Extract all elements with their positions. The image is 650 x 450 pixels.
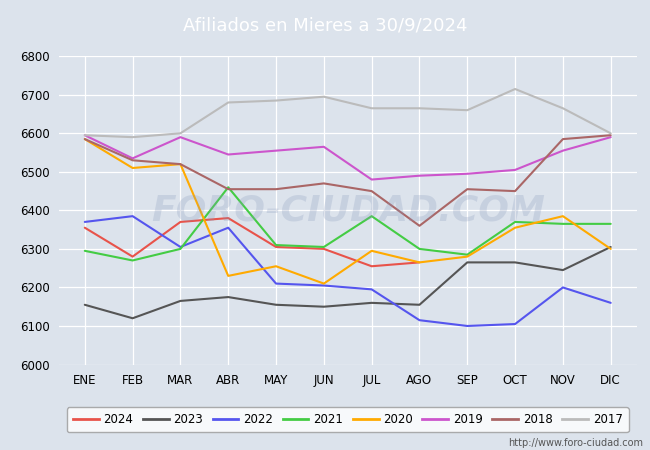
Text: Afiliados en Mieres a 30/9/2024: Afiliados en Mieres a 30/9/2024 [183,17,467,35]
Text: http://www.foro-ciudad.com: http://www.foro-ciudad.com [508,438,644,448]
Legend: 2024, 2023, 2022, 2021, 2020, 2019, 2018, 2017: 2024, 2023, 2022, 2021, 2020, 2019, 2018… [67,407,629,432]
Text: FORO-CIUDAD.COM: FORO-CIUDAD.COM [151,194,545,227]
